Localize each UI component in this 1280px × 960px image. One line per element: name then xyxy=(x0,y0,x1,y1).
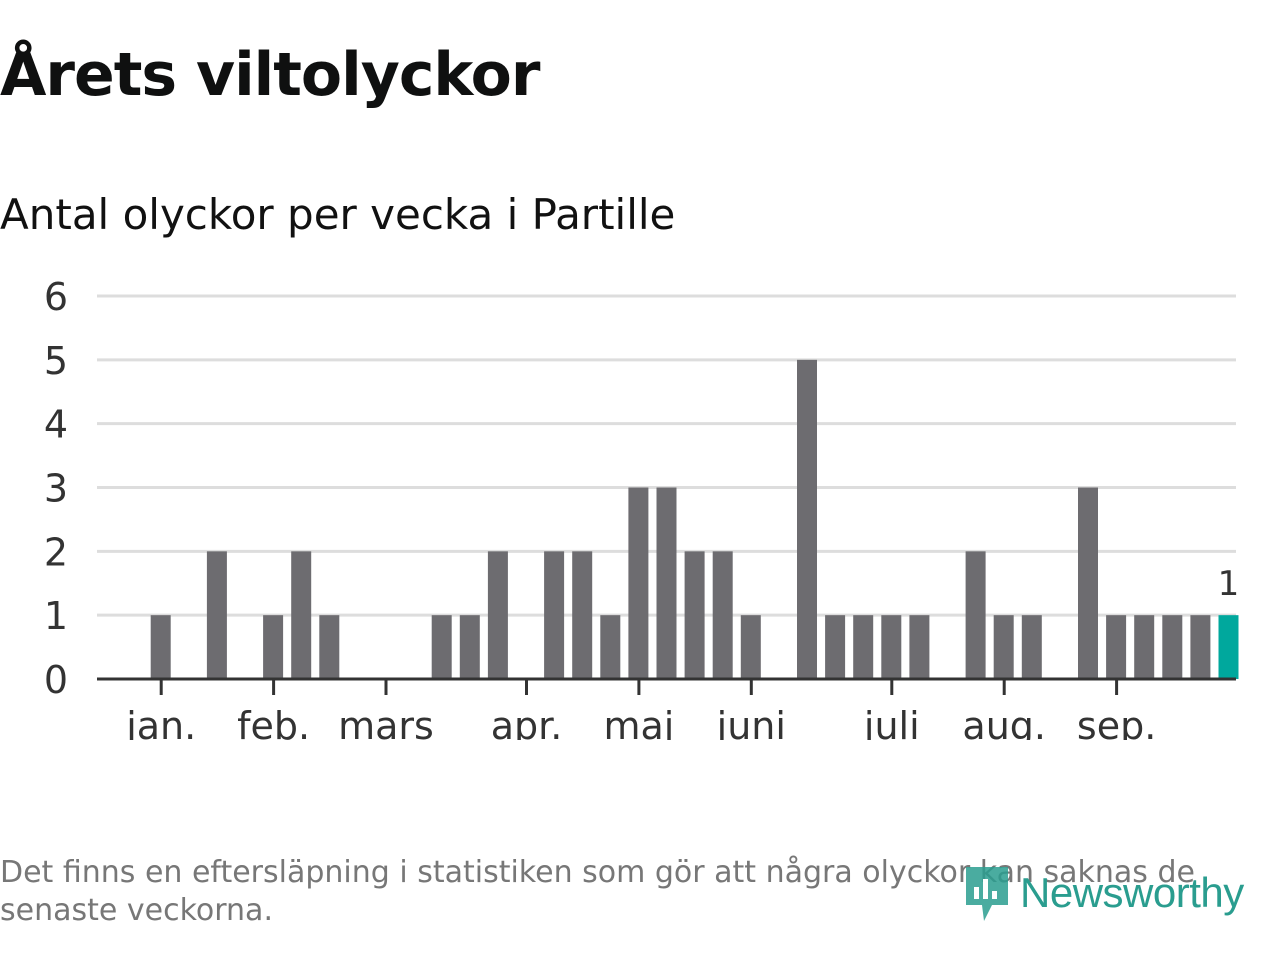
bar-week-20 xyxy=(628,487,649,679)
y-axis-ticks: 0 1 2 3 4 5 6 xyxy=(44,275,68,702)
bar-week-26 xyxy=(797,359,817,679)
y-tick-label-1: 1 xyxy=(44,594,68,638)
bar-week-5 xyxy=(206,551,227,679)
bar-week-18 xyxy=(572,551,593,679)
chart-subtitle: Antal olyckor per vecka i Partille xyxy=(0,190,676,239)
bar-week-30 xyxy=(909,615,930,679)
bar-week-13 xyxy=(431,615,452,679)
x-tick-label-mars: mars xyxy=(338,704,434,740)
bar-week-33 xyxy=(993,615,1014,679)
bar-week-19 xyxy=(600,615,621,679)
x-tick-label-maj: maj xyxy=(603,704,674,740)
bar-week-17 xyxy=(544,551,565,679)
x-tick-label-juli: juli xyxy=(863,704,920,740)
bar-week-7 xyxy=(263,615,284,679)
newsworthy-logo-icon xyxy=(966,867,1008,921)
bar-week-34 xyxy=(1021,615,1042,679)
bar-week-22 xyxy=(684,551,705,679)
bar-week-36 xyxy=(1078,487,1098,679)
newsworthy-logo: Newsworthy xyxy=(962,858,1244,928)
bar-week-15 xyxy=(487,551,508,679)
bar-week-29 xyxy=(881,615,902,679)
y-tick-label-0: 0 xyxy=(44,658,68,702)
data-labels: 1 xyxy=(1218,564,1240,604)
y-tick-label-6: 6 xyxy=(44,275,68,319)
chart-title: Årets viltolyckor xyxy=(0,40,540,110)
bar-week-39 xyxy=(1162,615,1183,679)
y-tick-label-3: 3 xyxy=(44,467,68,511)
y-tick-label-5: 5 xyxy=(44,339,68,383)
bar-week-40 xyxy=(1190,615,1211,679)
x-axis: jan. feb. mars apr. maj juni juli aug. sep. xyxy=(97,677,1236,740)
x-tick-label-apr.: apr. xyxy=(491,704,563,740)
bar-week-32 xyxy=(965,551,986,679)
x-tick-label-aug.: aug. xyxy=(962,704,1046,740)
x-tick-label-juni: juni xyxy=(716,704,786,740)
bar-week-23 xyxy=(712,551,733,679)
bar-week-21 xyxy=(656,487,677,679)
y-tick-label-4: 4 xyxy=(44,403,68,447)
x-tick-label-jan.: jan. xyxy=(125,704,196,740)
bar-week-24 xyxy=(740,615,761,679)
bar-week-28 xyxy=(853,615,874,679)
newsworthy-logo-text: Newsworthy xyxy=(1020,869,1244,916)
bar-week-9 xyxy=(319,615,340,679)
bar-week-41 xyxy=(1218,615,1239,679)
bar-week-8 xyxy=(291,551,312,679)
bar-week-3 xyxy=(150,615,171,679)
x-tick-label-sep.: sep. xyxy=(1077,704,1156,740)
bars xyxy=(150,359,1239,679)
y-tick-label-2: 2 xyxy=(44,530,68,574)
x-tick-label-feb.: feb. xyxy=(237,704,310,740)
bar-week-27 xyxy=(825,615,846,679)
bar-week-14 xyxy=(459,615,480,679)
bar-week-38 xyxy=(1134,615,1155,679)
bar-chart: 0 1 2 3 4 5 6 jan. feb. mars apr. maj juni juli aug. s… xyxy=(44,275,1240,740)
bar-week-37 xyxy=(1106,615,1127,679)
data-label-latest: 1 xyxy=(1218,564,1240,604)
